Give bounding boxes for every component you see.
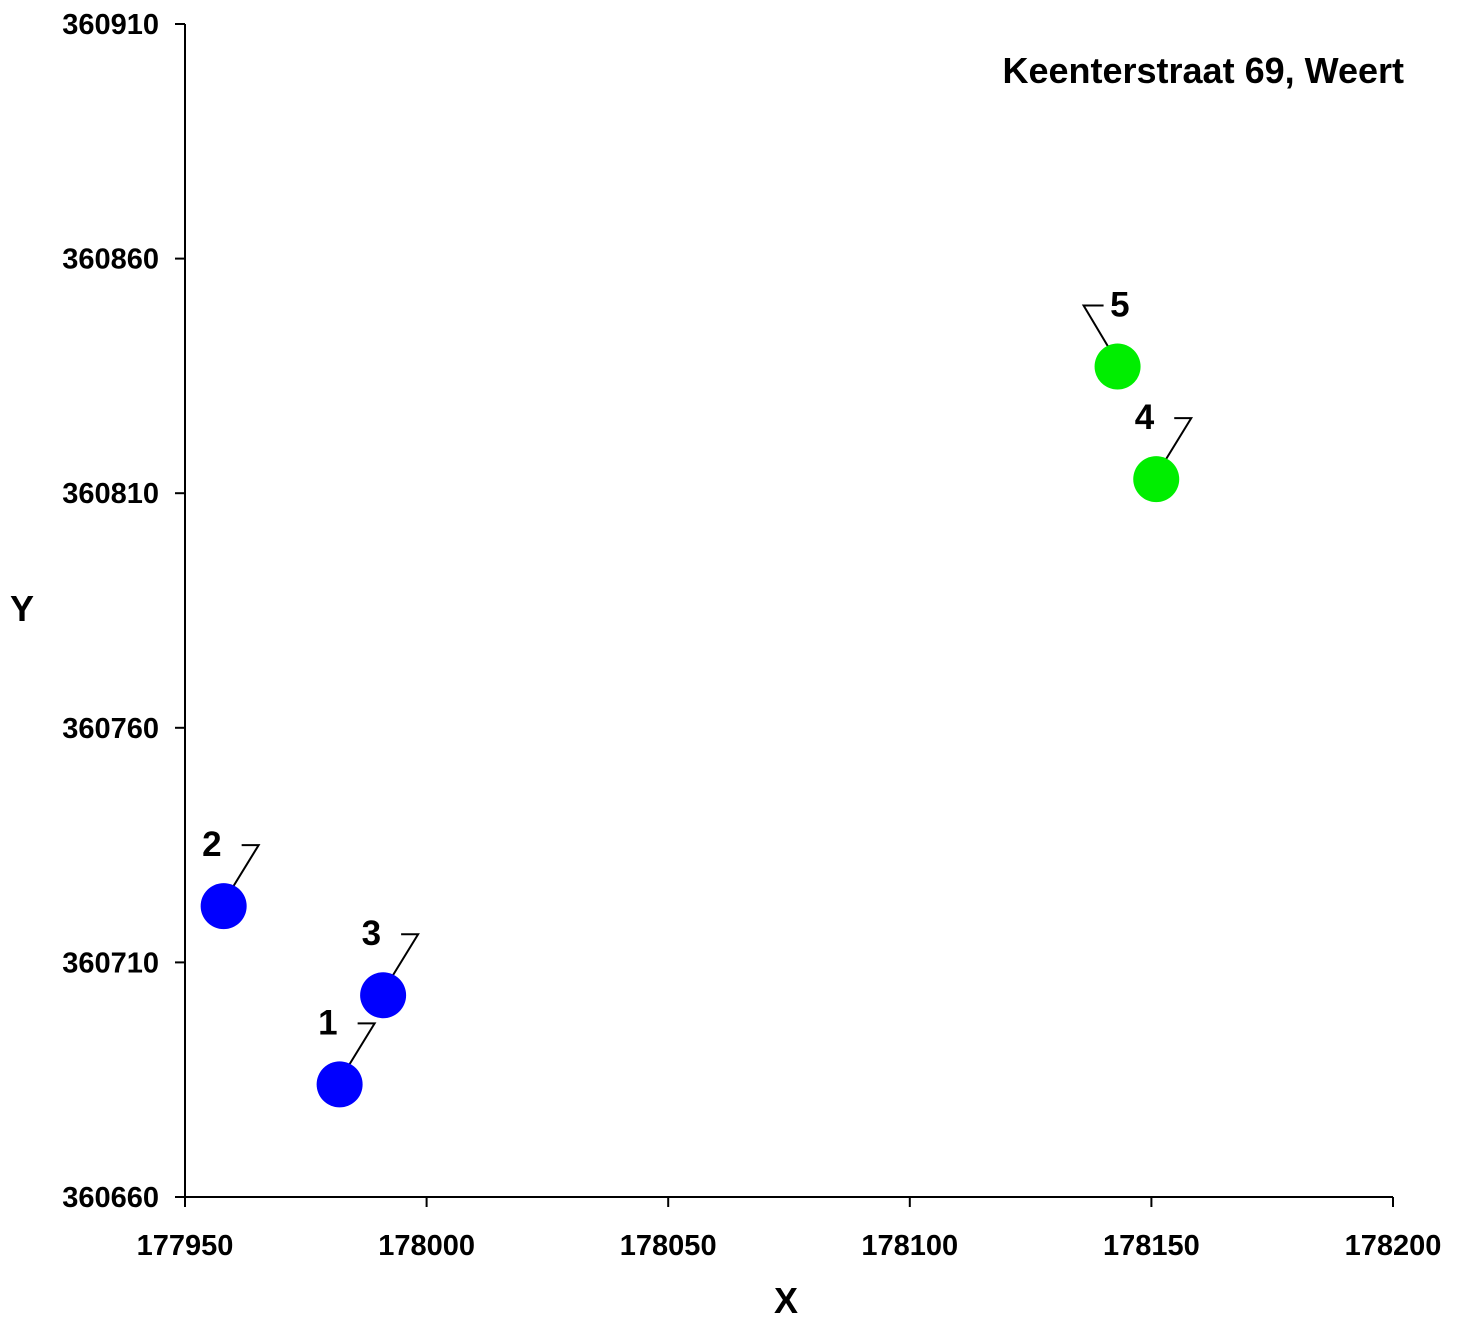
- x-tick-label: 178100: [861, 1230, 958, 1262]
- y-axis-title: Y: [10, 588, 34, 629]
- chart-title: Keenterstraat 69, Weert: [1002, 50, 1404, 91]
- point-label: 2: [202, 825, 221, 864]
- point-label: 4: [1135, 398, 1155, 437]
- y-tick-label: 360860: [62, 244, 159, 276]
- leader-line: [338, 1022, 377, 1081]
- x-axis-title: X: [774, 1280, 798, 1321]
- data-point: [316, 1061, 363, 1108]
- y-tick-label: 360710: [62, 947, 159, 979]
- y-tick-label: 360810: [62, 478, 159, 510]
- data-point: [200, 883, 247, 930]
- leader-line: [222, 844, 261, 903]
- y-tick-label: 360660: [62, 1182, 159, 1214]
- leader-line: [1081, 304, 1119, 364]
- x-tick-label: 178050: [620, 1230, 717, 1262]
- x-tick-label: 177950: [137, 1230, 234, 1262]
- y-tick-label: 360910: [62, 9, 159, 41]
- x-tick-label: 178000: [378, 1230, 475, 1262]
- point-label: 3: [362, 914, 381, 953]
- data-point: [1133, 456, 1180, 503]
- y-tick-label: 360760: [62, 713, 159, 745]
- point-label: 1: [318, 1003, 337, 1042]
- data-point: [360, 972, 407, 1019]
- ticks: 177950 178000 178050 178100 178150 178200 3606…: [62, 9, 1441, 1262]
- data-points: 1 2 3 4 5: [200, 286, 1194, 1108]
- point-label: 5: [1110, 286, 1129, 325]
- axes: [184, 24, 1393, 1198]
- leader-line: [382, 933, 420, 992]
- x-tick-label: 178200: [1345, 1230, 1442, 1262]
- leader-line: [1155, 417, 1194, 476]
- data-point: [1094, 343, 1141, 390]
- x-tick-label: 178150: [1103, 1230, 1200, 1262]
